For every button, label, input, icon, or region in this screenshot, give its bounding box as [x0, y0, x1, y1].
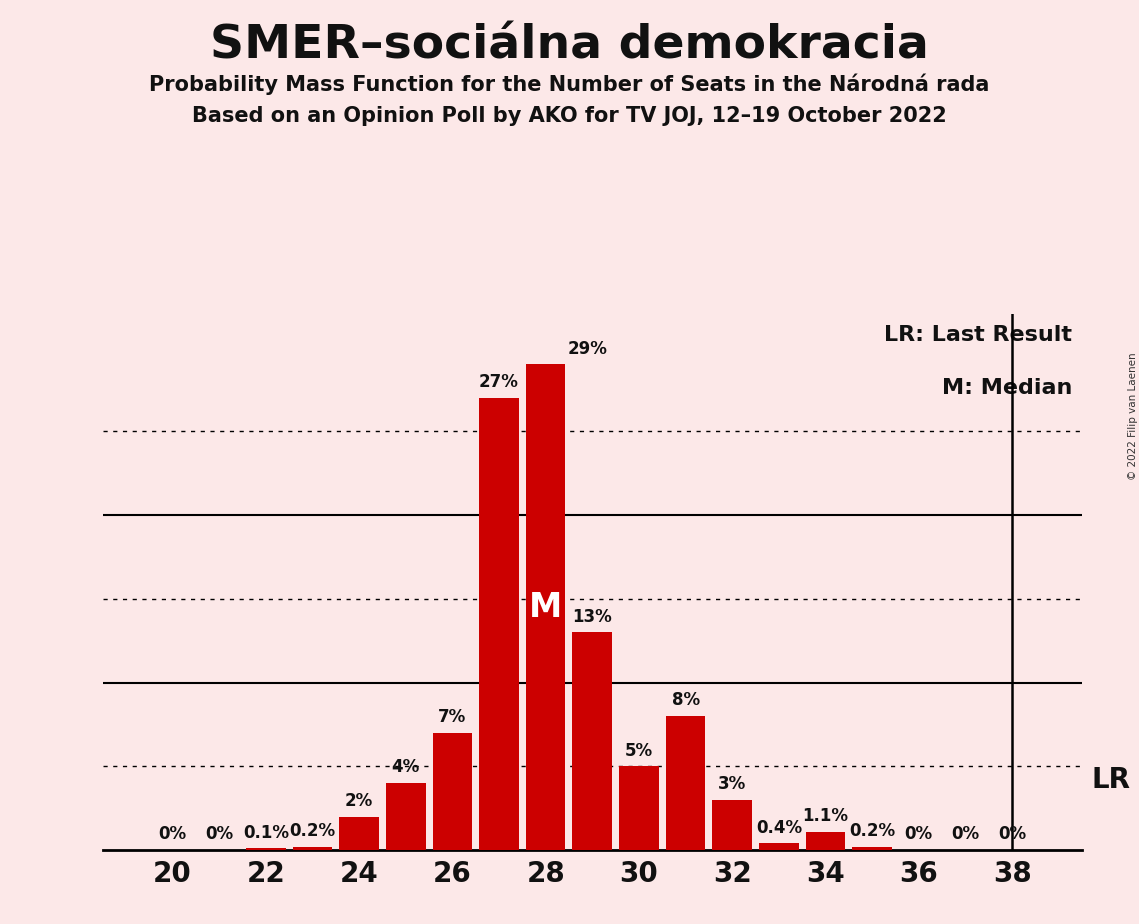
Text: M: Median: M: Median: [942, 379, 1072, 398]
Bar: [433, 733, 473, 850]
Text: 0%: 0%: [205, 825, 233, 844]
Text: 2%: 2%: [345, 792, 374, 809]
Text: 5%: 5%: [625, 742, 653, 760]
Text: 0%: 0%: [951, 825, 980, 844]
Text: Probability Mass Function for the Number of Seats in the Národná rada: Probability Mass Function for the Number…: [149, 74, 990, 95]
Text: 0%: 0%: [158, 825, 187, 844]
Text: 0.2%: 0.2%: [849, 822, 895, 840]
Text: 0.2%: 0.2%: [289, 822, 336, 840]
Text: 1.1%: 1.1%: [803, 807, 849, 825]
Bar: [759, 844, 798, 850]
Text: 13%: 13%: [573, 608, 612, 626]
Bar: [339, 817, 379, 850]
Text: 8%: 8%: [672, 691, 699, 710]
Text: LR: Last Result: LR: Last Result: [884, 325, 1072, 345]
Bar: [620, 766, 658, 850]
Bar: [665, 716, 705, 850]
Bar: [573, 632, 612, 850]
Bar: [712, 800, 752, 850]
Text: 4%: 4%: [392, 759, 420, 776]
Text: M: M: [528, 590, 563, 624]
Text: 29%: 29%: [567, 340, 607, 358]
Text: SMER–sociálna demokracia: SMER–sociálna demokracia: [210, 23, 929, 68]
Text: 0.4%: 0.4%: [756, 819, 802, 837]
Text: 0%: 0%: [998, 825, 1026, 844]
Bar: [246, 848, 286, 850]
Bar: [526, 364, 565, 850]
Bar: [386, 784, 426, 850]
Text: 3%: 3%: [718, 775, 746, 793]
Text: 7%: 7%: [439, 708, 467, 726]
Bar: [480, 398, 518, 850]
Text: 27%: 27%: [480, 373, 519, 391]
Text: Based on an Opinion Poll by AKO for TV JOJ, 12–19 October 2022: Based on an Opinion Poll by AKO for TV J…: [192, 106, 947, 127]
Bar: [805, 832, 845, 850]
Text: 0.1%: 0.1%: [243, 823, 289, 842]
Text: © 2022 Filip van Laenen: © 2022 Filip van Laenen: [1129, 352, 1138, 480]
Bar: [852, 846, 892, 850]
Text: 0%: 0%: [904, 825, 933, 844]
Bar: [293, 846, 333, 850]
Text: LR: LR: [1092, 766, 1131, 795]
